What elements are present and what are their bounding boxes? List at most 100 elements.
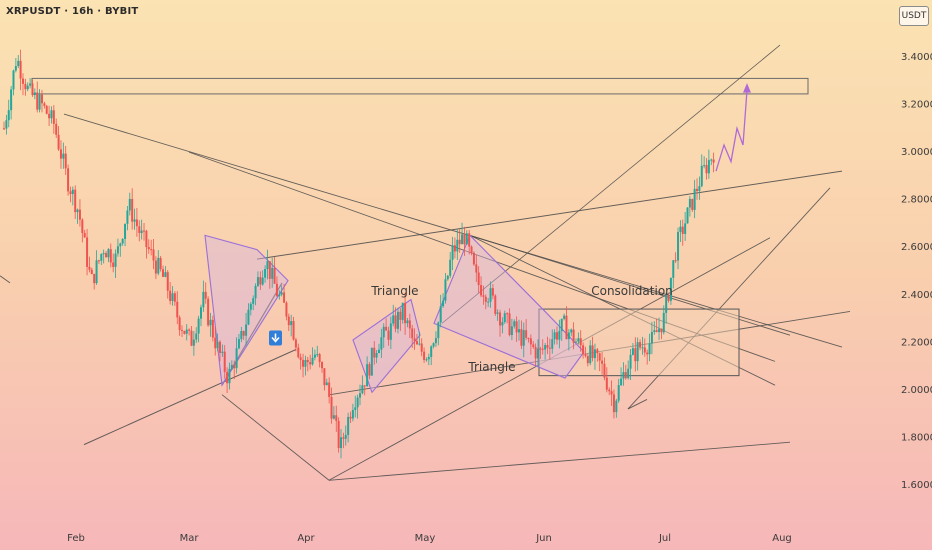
y-tick-label: 2.0000 (901, 385, 932, 396)
candle-body (385, 326, 388, 331)
candle-body (586, 355, 589, 364)
candle-body (461, 234, 464, 245)
candle-body (21, 78, 24, 84)
candle-body (124, 223, 127, 239)
candle-body (7, 110, 10, 121)
candle-body (579, 338, 582, 346)
candle-body (688, 198, 691, 208)
candle-body (278, 294, 281, 297)
candle-body (140, 230, 143, 234)
candle-body (14, 66, 17, 71)
support-line (83, 349, 297, 446)
lower-wedge-line (221, 394, 330, 481)
candle-body (520, 329, 523, 346)
down-arrow-glyph (271, 333, 280, 343)
candle-body (669, 277, 672, 301)
candle-body (612, 394, 615, 413)
candle-body (116, 246, 119, 254)
candle-body (392, 315, 395, 324)
candle-body (394, 315, 397, 329)
y-tick-label: 3.0000 (901, 147, 932, 158)
candle-body (162, 269, 165, 277)
candle-body (67, 168, 70, 192)
candle-body (313, 354, 316, 358)
candle-body (204, 291, 207, 299)
candle-body (254, 285, 257, 299)
projection-path (715, 90, 748, 172)
candle-body (86, 237, 89, 267)
candle-body (10, 89, 13, 111)
candle-body (316, 354, 319, 356)
candle-body (45, 105, 48, 114)
candle-body (567, 332, 570, 340)
candle-body (33, 92, 36, 96)
pattern-triangle-3 (433, 234, 585, 379)
x-tick-label: May (415, 533, 436, 544)
candle-body (427, 356, 430, 360)
candle-body (323, 368, 326, 386)
candle-body (240, 331, 243, 340)
candle-body (318, 354, 321, 363)
candle-body (271, 267, 274, 279)
candle-body (605, 377, 608, 390)
symbol-title: XRPUSDT · 16h · BYBIT (6, 6, 139, 17)
support-line (627, 399, 648, 410)
candle-body (515, 321, 518, 333)
y-tick-label: 2.6000 (901, 242, 932, 253)
currency-badge[interactable]: USDT (899, 6, 929, 26)
candle-body (105, 253, 108, 258)
candle-body (456, 239, 459, 252)
candle-body (3, 128, 5, 130)
candle-body (570, 329, 573, 333)
candle-body (574, 341, 577, 343)
x-tick-label: Mar (180, 533, 200, 544)
candle-body (615, 400, 618, 413)
candle-body (5, 120, 8, 129)
candle-body (672, 260, 675, 278)
candle-body (237, 339, 240, 349)
candle-body (470, 246, 473, 253)
candle-body (235, 348, 238, 369)
candle-body (126, 210, 129, 224)
candle-body (631, 348, 634, 355)
candle-body (114, 253, 117, 267)
candle-body (78, 209, 81, 220)
candle-body (223, 351, 226, 372)
candle-body (617, 385, 620, 401)
candle-body (259, 277, 262, 285)
trendline (0, 275, 11, 284)
candle-body (154, 260, 157, 274)
candle-body (285, 302, 288, 317)
candle-body (43, 103, 46, 106)
candle-body (292, 321, 295, 340)
candle-body (112, 262, 115, 267)
candle-body (684, 223, 687, 234)
candle-body (29, 83, 32, 86)
candle-body (221, 351, 224, 353)
candle-body (321, 362, 324, 369)
candle-body (283, 292, 286, 303)
candle-body (387, 330, 390, 340)
candle-body (430, 346, 433, 357)
candle-body (413, 338, 416, 342)
candle-body (192, 339, 195, 346)
candle-body (404, 302, 407, 324)
candle-body (90, 269, 93, 274)
y-tick-label: 1.6000 (901, 480, 932, 491)
candle-body (26, 85, 29, 90)
candle-body (712, 159, 715, 163)
candle-body (572, 329, 575, 343)
candle-body (396, 311, 399, 329)
candle-body (202, 291, 205, 308)
candle-body (375, 353, 378, 358)
candle-body (608, 389, 611, 392)
candle-body (19, 60, 22, 79)
candle-body (674, 260, 677, 262)
candle-body (190, 330, 193, 346)
candle-body (287, 316, 290, 326)
candle-body (475, 264, 478, 273)
candle-body (173, 293, 176, 302)
candle-body (93, 273, 96, 284)
